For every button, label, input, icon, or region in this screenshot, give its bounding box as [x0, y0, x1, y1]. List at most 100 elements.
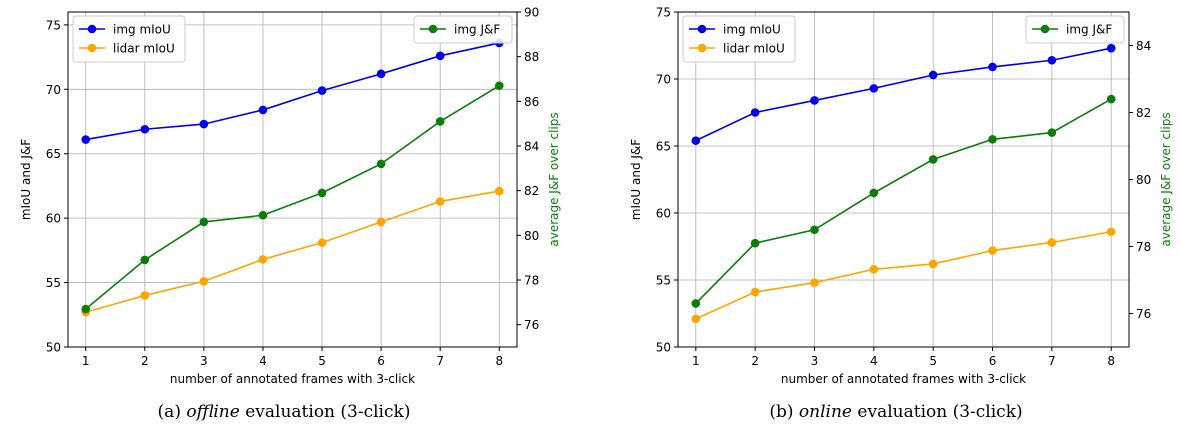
- data-point-img-j-f: [1106, 94, 1116, 104]
- x-tick-label: 4: [870, 354, 878, 368]
- data-point-lidar-miou: [140, 291, 150, 300]
- data-point-img-miou: [1106, 43, 1116, 53]
- data-point-lidar-miou: [494, 186, 504, 196]
- data-point-img-miou: [750, 108, 760, 117]
- data-point-lidar-miou: [869, 264, 879, 274]
- legend-left: img mIoU lidar mIoU: [72, 15, 186, 63]
- x-tick-label: 1: [82, 354, 90, 368]
- data-point-img-j-f: [1047, 128, 1057, 137]
- series-line-img-miou: [695, 47, 1112, 142]
- data-point-lidar-miou: [435, 197, 445, 206]
- x-tick-label: 7: [1048, 354, 1056, 368]
- legend-marker: [428, 24, 438, 34]
- data-point-img-j-f: [376, 159, 386, 169]
- data-point-img-miou: [81, 135, 91, 144]
- y-axis-label-right: average J&F over clips: [1159, 112, 1173, 246]
- x-tick-label: 8: [495, 354, 503, 368]
- y-tick-label-right: 84: [524, 140, 539, 154]
- data-point-img-miou: [199, 119, 209, 129]
- plot-frame: [67, 11, 518, 348]
- legend-marker: [87, 43, 97, 53]
- data-point-img-miou: [435, 51, 445, 61]
- data-point-img-miou: [317, 86, 327, 95]
- y-tick-label-left: 70: [46, 83, 61, 97]
- y-tick-label-right: 82: [1136, 106, 1151, 120]
- y-tick-label-left: 70: [656, 73, 671, 87]
- caption-b-prefix: (b): [769, 402, 794, 422]
- legend-label: img mIoU: [113, 23, 171, 37]
- data-point-img-miou: [810, 96, 819, 105]
- y-axis-label-left: mIoU and J&F: [19, 139, 33, 220]
- data-point-img-j-f: [810, 225, 819, 235]
- data-point-img-j-f: [750, 238, 760, 248]
- series-line-lidar-miou: [695, 230, 1112, 320]
- data-point-lidar-miou: [376, 217, 386, 227]
- x-tick-label: 6: [989, 354, 997, 368]
- caption-a-emph: offline: [186, 402, 240, 422]
- y-tick-label-right: 82: [524, 184, 539, 198]
- data-point-img-miou: [376, 69, 386, 79]
- x-tick-label: 7: [436, 354, 444, 368]
- legend-marker: [697, 24, 707, 34]
- legend-label: img J&F: [1066, 23, 1112, 37]
- x-tick-label: 5: [929, 354, 937, 368]
- caption-a: (a) offline evaluation (3-click): [158, 402, 411, 422]
- y-tick-label-left: 55: [656, 274, 671, 288]
- data-point-img-j-f: [691, 299, 701, 308]
- legend-label: img mIoU: [723, 23, 781, 37]
- data-point-img-j-f: [988, 135, 997, 144]
- x-tick-label: 3: [200, 354, 208, 368]
- x-axis-label: number of annotated frames with 3-click: [170, 372, 415, 386]
- data-point-img-j-f: [928, 155, 938, 164]
- chart-panel-1: 1 2 3 4 5 6 7 85055606570757678808284868890numb…: [19, 6, 561, 387]
- x-tick-label: 3: [811, 354, 819, 368]
- y-tick-label-left: 75: [46, 18, 61, 32]
- data-point-img-miou: [869, 84, 879, 93]
- data-point-img-j-f: [140, 255, 150, 265]
- legend-box: [413, 15, 513, 44]
- legend-left: img mIoU lidar mIoU: [682, 15, 796, 63]
- data-point-img-j-f: [317, 188, 327, 198]
- y-tick-label-right: 86: [524, 95, 539, 109]
- series-line-img-j-f: [85, 85, 500, 310]
- x-tick-label: 4: [259, 354, 267, 368]
- y-tick-label-left: 60: [656, 207, 671, 221]
- data-point-img-miou: [1047, 55, 1057, 65]
- x-tick-label: 8: [1107, 354, 1115, 368]
- data-point-img-j-f: [435, 117, 445, 126]
- data-point-lidar-miou: [928, 259, 938, 269]
- data-point-lidar-miou: [1047, 238, 1057, 247]
- data-point-lidar-miou: [691, 314, 701, 324]
- x-tick-label: 6: [377, 354, 385, 368]
- x-axis-label: number of annotated frames with 3-click: [781, 372, 1026, 386]
- y-tick-label-left: 50: [656, 341, 671, 355]
- caption-b-emph: online: [798, 402, 853, 422]
- y-tick-label-right: 88: [524, 50, 539, 64]
- y-tick-label-right: 80: [524, 229, 539, 243]
- legend-label: lidar mIoU: [723, 42, 785, 56]
- legend-marker: [697, 43, 707, 53]
- y-tick-label-left: 65: [46, 147, 61, 161]
- data-point-img-j-f: [199, 217, 209, 227]
- legend-marker: [1040, 24, 1050, 34]
- y-tick-label-right: 76: [1136, 307, 1151, 321]
- data-point-img-miou: [258, 105, 268, 115]
- y-tick-label-left: 55: [46, 276, 61, 290]
- x-tick-label: 5: [318, 354, 326, 368]
- data-point-lidar-miou: [317, 238, 327, 247]
- y-tick-label-left: 65: [656, 140, 671, 154]
- data-point-lidar-miou: [258, 255, 268, 264]
- data-point-img-j-f: [258, 210, 268, 220]
- data-point-lidar-miou: [750, 287, 760, 297]
- y-tick-label-right: 90: [524, 6, 539, 20]
- legend-box: [1025, 15, 1125, 44]
- data-point-img-miou: [140, 124, 150, 134]
- y-tick-label-right: 84: [1136, 39, 1151, 53]
- x-tick-label: 2: [141, 354, 149, 368]
- y-tick-label-right: 78: [524, 274, 539, 288]
- series-line-lidar-miou: [85, 190, 500, 313]
- y-tick-label-right: 80: [1136, 173, 1151, 187]
- caption-a-prefix: (a): [157, 402, 181, 422]
